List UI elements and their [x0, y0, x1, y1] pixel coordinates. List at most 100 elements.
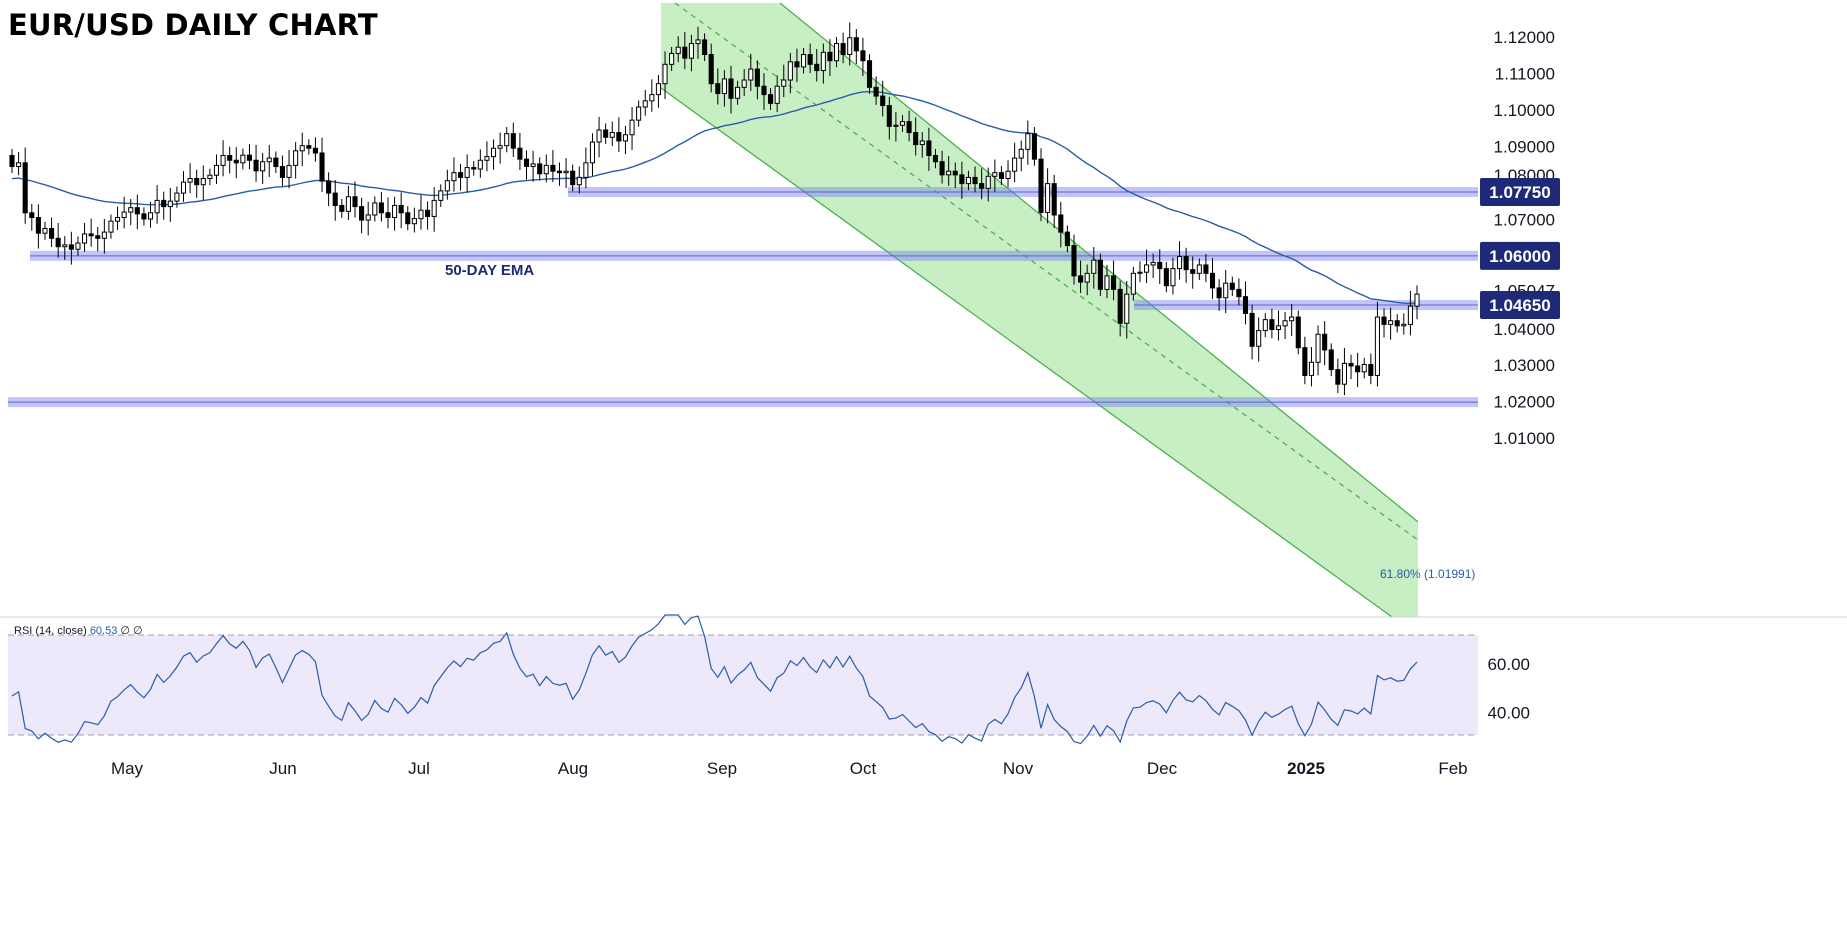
candle-body [550, 164, 556, 172]
candle-body [1117, 288, 1123, 324]
candle-body [227, 155, 233, 161]
candle-body [299, 145, 305, 152]
candle-body [240, 154, 246, 164]
candle-body [418, 209, 424, 220]
candle-body [306, 145, 312, 149]
candle-body [609, 132, 615, 138]
candle-body [926, 140, 932, 157]
candle-body [1190, 269, 1196, 274]
candle-body [365, 214, 371, 221]
candle-body [939, 161, 945, 176]
candle-body [669, 52, 675, 65]
candle-body [1130, 272, 1136, 295]
candle-body [972, 176, 978, 185]
candle-body [1355, 365, 1361, 373]
candle-body [946, 170, 952, 176]
x-axis-label: 2025 [1287, 759, 1325, 778]
candle-body [378, 202, 384, 214]
candle-body [688, 43, 694, 59]
candle-body [847, 37, 853, 56]
candle-body [180, 181, 187, 194]
candle-body [1315, 333, 1321, 363]
level-price-tag-label: 1.06000 [1489, 247, 1550, 266]
candle-body [959, 174, 965, 185]
candle-body [1407, 305, 1413, 325]
candle-body [1381, 316, 1387, 325]
candle-body [932, 155, 939, 163]
price-tick-label: 1.03000 [1494, 356, 1555, 375]
candle-body [1078, 275, 1084, 283]
candle-body [820, 51, 826, 72]
candle-body [1242, 296, 1249, 314]
candle-body [523, 158, 530, 167]
candle-body [1394, 320, 1400, 327]
candle-body [1111, 275, 1117, 290]
candle-body [187, 178, 193, 183]
candle-body [1282, 320, 1288, 327]
level-price-tag [1480, 291, 1560, 320]
candle-body [543, 164, 549, 175]
candle-body [899, 121, 906, 126]
candle-body [695, 39, 701, 45]
candle-body [1163, 268, 1169, 287]
candle-body [167, 200, 173, 208]
candle-body [906, 121, 912, 134]
candle-body [35, 217, 41, 234]
candle-body [82, 233, 88, 244]
candle-body [1236, 288, 1242, 298]
candle-body [174, 192, 180, 202]
candle-body [708, 54, 714, 85]
candle-body [1249, 312, 1255, 347]
price-tick-label: 1.07000 [1494, 210, 1555, 229]
candle-body [194, 178, 200, 186]
candle-body [477, 159, 483, 170]
candle-body [1091, 259, 1097, 274]
candle-body [286, 164, 292, 178]
candle-body [1012, 157, 1018, 172]
candle-body [556, 170, 563, 174]
rsi-value: 60.53 [90, 625, 118, 637]
candle-body [1295, 316, 1301, 349]
candle-body [1144, 264, 1150, 273]
candle-body [741, 79, 747, 88]
level-price-tag [1480, 177, 1560, 206]
candle-body [398, 204, 404, 214]
price-tick-label: 1.09000 [1494, 137, 1555, 156]
candle-body [649, 94, 655, 102]
candle-body [866, 60, 873, 88]
candle-body [1137, 271, 1143, 274]
candle-body [1064, 231, 1070, 247]
candle-body [1018, 148, 1024, 159]
candle-body [886, 105, 892, 127]
candle-body [985, 175, 991, 189]
candle-body [1269, 319, 1275, 330]
trend-channel [661, 3, 1418, 617]
rsi-band [8, 635, 1478, 735]
candle-body [952, 170, 958, 176]
candle-body [807, 54, 813, 65]
candle-body [655, 83, 661, 96]
level-price-tag-label: 1.04650 [1489, 296, 1550, 315]
candle-body [1150, 261, 1156, 266]
candle-body [9, 155, 15, 167]
candle-body [721, 78, 727, 95]
level-price-tag [1480, 241, 1560, 270]
candle-body [576, 176, 582, 186]
candle-body [583, 162, 589, 178]
candle-body [1289, 316, 1295, 322]
candle-body [471, 167, 477, 170]
candle-body [801, 54, 807, 68]
candle-body [75, 242, 81, 250]
candle-body [1038, 158, 1044, 213]
candle-body [596, 129, 602, 143]
candle-body [1104, 275, 1110, 290]
price-tick-label: 1.10000 [1494, 101, 1555, 120]
candle-body [860, 50, 866, 62]
candle-body [1071, 245, 1077, 277]
candle-body [266, 157, 272, 163]
candle-body [1302, 347, 1308, 376]
candle-body [616, 132, 622, 142]
candle-body [840, 43, 846, 56]
candle-body [913, 132, 919, 146]
